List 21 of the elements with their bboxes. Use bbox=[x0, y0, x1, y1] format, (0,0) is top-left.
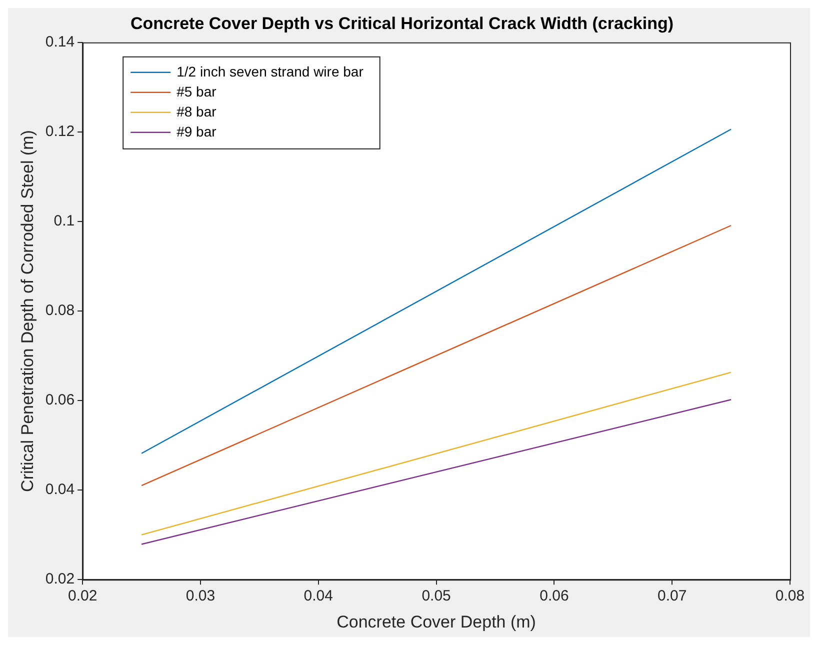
x-tick-label: 0.07 bbox=[657, 588, 687, 605]
y-tick-label: 0.08 bbox=[45, 302, 75, 320]
y-tick-label: 0.02 bbox=[45, 570, 75, 588]
x-axis-title: Concrete Cover Depth (m) bbox=[336, 612, 536, 632]
legend-label: #9 bar bbox=[176, 123, 217, 140]
y-tick-label: 0.04 bbox=[45, 481, 75, 498]
x-tick-label: 0.03 bbox=[186, 588, 216, 605]
chart-title: Concrete Cover Depth vs Critical Horizontal Crack Width (cracking) bbox=[130, 14, 674, 33]
x-tick-label: 0.05 bbox=[422, 588, 451, 605]
x-tick-label: 0.08 bbox=[775, 588, 805, 605]
y-tick-label: 0.06 bbox=[45, 392, 75, 409]
x-tick-label: 0.04 bbox=[304, 588, 333, 605]
y-tick-label: 0.14 bbox=[45, 34, 75, 51]
legend-label: 1/2 inch seven strand wire bar bbox=[176, 63, 364, 80]
x-tick-label: 0.06 bbox=[540, 588, 569, 605]
x-tick-label: 0.02 bbox=[68, 588, 98, 605]
y-axis-title: Critical Penetration Depth of Corroded Steel (m) bbox=[18, 130, 37, 492]
y-tick-label: 0.12 bbox=[45, 123, 75, 140]
legend-label: #8 bar bbox=[176, 103, 217, 120]
legend-label: #5 bar bbox=[176, 83, 217, 100]
y-tick-label: 0.1 bbox=[54, 212, 75, 230]
